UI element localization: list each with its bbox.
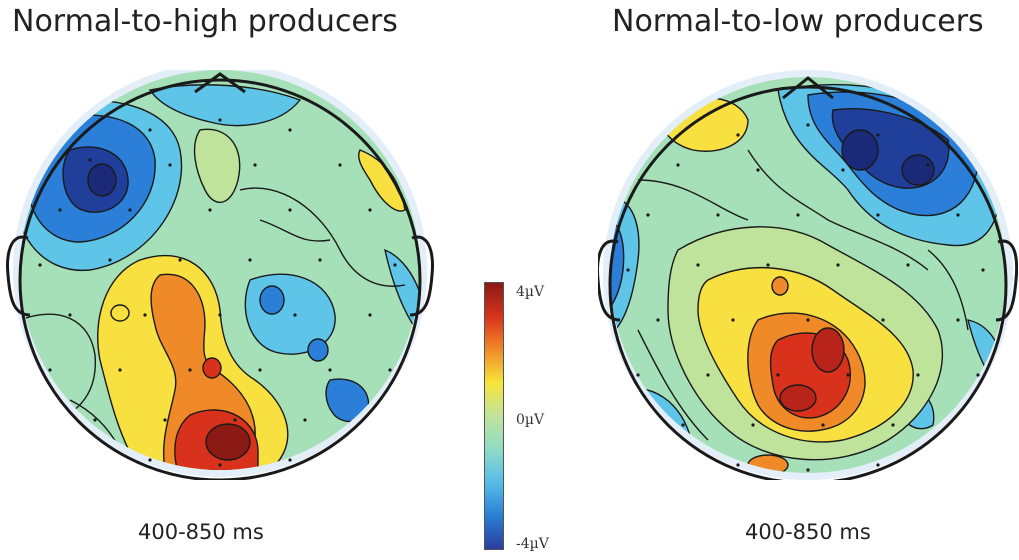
colorbar-min-label: -4µV	[516, 536, 549, 552]
nose-outline	[782, 76, 834, 100]
nose-outline	[194, 72, 246, 94]
positive-peak	[202, 357, 222, 379]
negative-peak	[87, 163, 117, 197]
time-window-label-left: 400-850 ms	[138, 520, 264, 544]
right-ear-outline	[409, 235, 434, 317]
colorbar	[484, 282, 504, 550]
colorbar-mid-label: 0µV	[516, 412, 545, 428]
negative-peak	[841, 129, 879, 171]
neutral-ridge	[193, 128, 241, 203]
negative-peak	[259, 285, 285, 315]
contour-line	[259, 219, 331, 242]
contour-line	[927, 249, 969, 331]
contour-line	[637, 329, 709, 441]
time-window-label-right: 400-850 ms	[745, 520, 871, 544]
positive-peak	[811, 327, 845, 373]
contour-line	[747, 149, 929, 271]
right-ear-outline	[995, 239, 1018, 322]
head-outline	[18, 78, 422, 480]
panel-title-left: Normal-to-high producers	[12, 4, 398, 39]
head-outline	[608, 85, 1008, 480]
colorbar-max-label: 4µV	[516, 284, 545, 300]
negative-region	[148, 84, 302, 127]
scalp-map-left	[6, 70, 434, 480]
left-ear-outline	[6, 235, 31, 317]
electrode-dots	[626, 123, 985, 472]
positive-peak	[110, 304, 130, 322]
negative-peak	[307, 338, 329, 362]
panel-title-right: Normal-to-low producers	[612, 4, 984, 39]
contour-line	[637, 179, 749, 221]
negative-peak	[901, 154, 935, 186]
left-ear-outline	[598, 239, 621, 322]
positive-peak	[771, 276, 789, 296]
positive-peak	[205, 423, 251, 461]
electrode-dots	[38, 118, 397, 467]
positive-peak	[779, 384, 817, 412]
scalp-map-right	[598, 70, 1018, 480]
contour-line	[239, 187, 406, 287]
